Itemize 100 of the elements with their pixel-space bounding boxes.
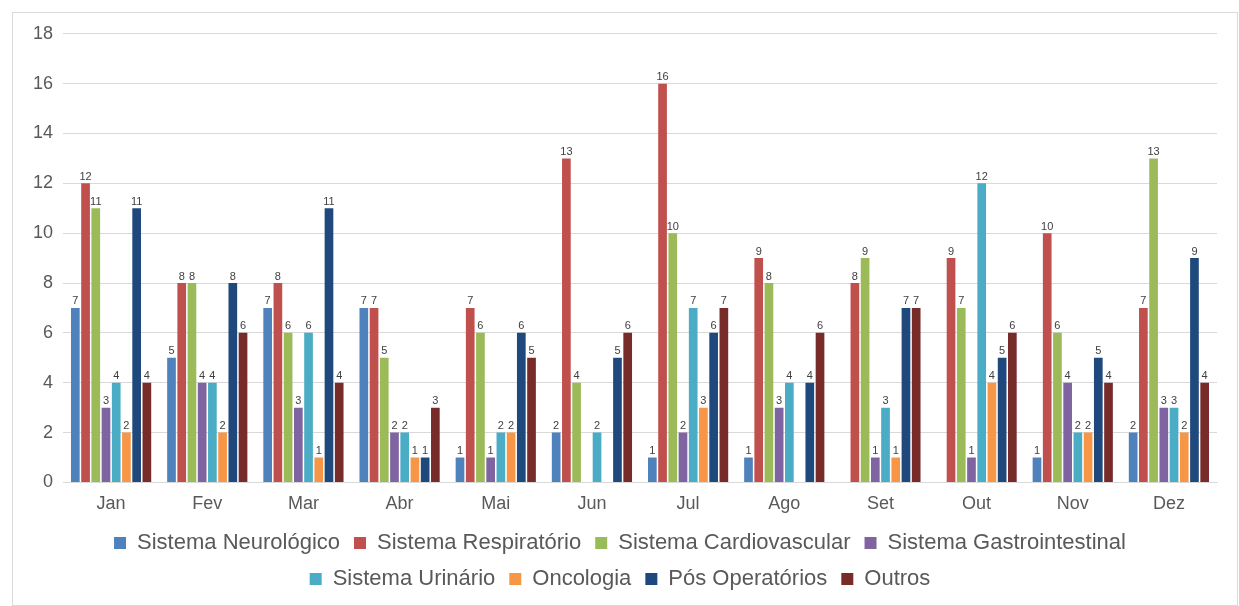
data-label: 9 bbox=[755, 244, 762, 257]
x-tick-label: Out bbox=[962, 493, 992, 514]
data-label: 7 bbox=[360, 294, 367, 307]
data-label: 3 bbox=[700, 394, 707, 407]
bar bbox=[1159, 407, 1169, 482]
bar bbox=[91, 208, 101, 482]
bar bbox=[956, 307, 966, 482]
data-label: 1 bbox=[315, 444, 322, 457]
data-label: 7 bbox=[1140, 294, 1147, 307]
data-label: 11 bbox=[130, 194, 143, 207]
data-label: 2 bbox=[1074, 419, 1081, 432]
data-label: 2 bbox=[391, 419, 398, 432]
x-tick-label: Fev bbox=[192, 493, 223, 514]
bar bbox=[1053, 332, 1062, 482]
legend-label: Outros bbox=[864, 565, 931, 591]
data-label: 6 bbox=[285, 319, 292, 332]
data-label: 1 bbox=[456, 444, 464, 457]
bar bbox=[304, 332, 313, 482]
bar bbox=[314, 457, 324, 482]
data-label: 6 bbox=[710, 319, 717, 332]
bar bbox=[527, 357, 536, 482]
x-tick-label: Dez bbox=[1152, 493, 1185, 514]
data-label: 10 bbox=[1041, 219, 1054, 232]
bar bbox=[177, 283, 187, 482]
bar bbox=[699, 407, 708, 482]
bar bbox=[901, 307, 911, 482]
data-label: 8 bbox=[765, 269, 772, 282]
bar bbox=[273, 283, 283, 482]
data-label: 4 bbox=[786, 369, 793, 382]
bar bbox=[208, 382, 217, 482]
bar bbox=[1104, 382, 1113, 482]
bar bbox=[997, 357, 1007, 482]
y-tick-label: 4 bbox=[43, 371, 54, 392]
bar bbox=[431, 407, 440, 482]
data-label: 4 bbox=[199, 369, 206, 382]
bar bbox=[455, 457, 465, 482]
data-label: 3 bbox=[882, 394, 889, 407]
data-label: 3 bbox=[102, 394, 110, 407]
bar bbox=[764, 283, 774, 482]
legend-label: Sistema Cardiovascular bbox=[618, 529, 851, 555]
y-tick-label: 16 bbox=[32, 72, 54, 93]
bar bbox=[1190, 258, 1199, 482]
bar bbox=[623, 332, 633, 482]
bar bbox=[506, 432, 516, 482]
bar bbox=[486, 457, 495, 482]
data-label: 1 bbox=[649, 444, 656, 457]
bar bbox=[1179, 432, 1189, 482]
bar bbox=[613, 357, 622, 482]
data-label: 5 bbox=[528, 344, 535, 357]
data-label: 16 bbox=[656, 70, 669, 83]
bar bbox=[785, 382, 794, 482]
data-label: 8 bbox=[229, 269, 236, 282]
data-label: 5 bbox=[1095, 344, 1102, 357]
bar bbox=[774, 407, 784, 482]
bar bbox=[81, 183, 90, 482]
data-label: 2 bbox=[1181, 419, 1188, 432]
data-label: 10 bbox=[666, 219, 679, 232]
data-label: 6 bbox=[816, 319, 824, 332]
data-label: 5 bbox=[999, 344, 1006, 357]
data-label: 6 bbox=[239, 319, 247, 332]
bar bbox=[592, 432, 602, 482]
legend-label: Sistema Respiratório bbox=[377, 529, 582, 555]
x-tick-label: Jun bbox=[577, 493, 607, 514]
data-label: 8 bbox=[851, 269, 858, 282]
bar bbox=[111, 382, 121, 482]
data-label: 11 bbox=[90, 194, 102, 207]
bar bbox=[197, 382, 207, 482]
x-tick-label: Set bbox=[866, 493, 894, 514]
data-label: 4 bbox=[209, 369, 216, 382]
bar bbox=[668, 233, 678, 482]
data-label: 5 bbox=[168, 344, 175, 357]
bar bbox=[167, 357, 176, 482]
y-tick-label: 2 bbox=[43, 421, 54, 442]
bar bbox=[101, 407, 111, 482]
data-label: 4 bbox=[988, 369, 995, 382]
data-label: 2 bbox=[553, 419, 560, 432]
data-label: 5 bbox=[614, 344, 621, 357]
data-label: 7 bbox=[690, 294, 697, 307]
data-label: 3 bbox=[432, 394, 439, 407]
data-label: 2 bbox=[508, 419, 515, 432]
bar bbox=[562, 158, 571, 482]
data-label: 9 bbox=[862, 244, 869, 257]
data-label: 3 bbox=[1160, 394, 1167, 407]
y-tick-label: 14 bbox=[32, 122, 54, 143]
bar bbox=[850, 283, 860, 482]
x-tick-label: Mar bbox=[287, 493, 319, 514]
data-label: 7 bbox=[913, 294, 920, 307]
bar bbox=[1128, 432, 1138, 482]
bar bbox=[1032, 457, 1042, 482]
bar bbox=[420, 457, 430, 482]
data-label: 4 bbox=[1064, 369, 1071, 382]
data-label: 7 bbox=[370, 294, 378, 307]
data-label: 4 bbox=[1105, 369, 1112, 382]
data-label: 6 bbox=[1054, 319, 1061, 332]
bar bbox=[1139, 307, 1148, 482]
legend-label: Pós Operatórios bbox=[668, 565, 828, 591]
bar bbox=[754, 258, 764, 482]
data-label: 4 bbox=[1201, 369, 1208, 382]
bar bbox=[911, 307, 921, 482]
data-label: 1 bbox=[411, 444, 418, 457]
